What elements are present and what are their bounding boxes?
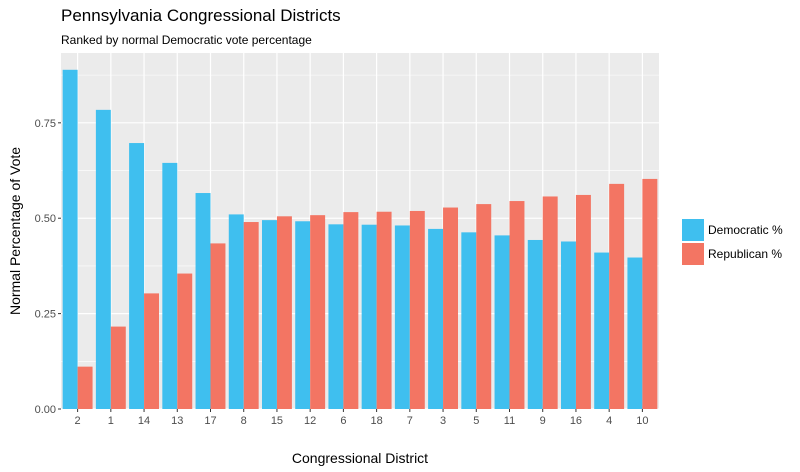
bar-democratic-district-3 — [428, 228, 444, 409]
bar-republican-district-2 — [77, 366, 93, 409]
x-tick-label: 2 — [75, 415, 81, 427]
y-axis: 0.00 0.25 0.50 0.75 — [35, 118, 61, 416]
grid-minor — [61, 74, 659, 362]
x-tick-label: 13 — [171, 415, 183, 427]
bar-republican-district-9 — [542, 196, 558, 409]
bar-republican-district-13 — [177, 273, 193, 409]
bar-democratic-district-16 — [560, 241, 576, 409]
x-tick-label: 18 — [370, 415, 382, 427]
y-tick-label: 0.00 — [35, 404, 56, 416]
bar-republican-district-15 — [276, 216, 292, 409]
bar-democratic-district-12 — [295, 221, 311, 409]
bar-democratic-district-14 — [129, 143, 145, 409]
x-tick-label: 6 — [340, 415, 346, 427]
x-tick-label: 8 — [241, 415, 247, 427]
x-tick-label: 12 — [304, 415, 316, 427]
bar-republican-district-4 — [609, 183, 625, 409]
bar-democratic-district-15 — [261, 220, 277, 409]
plot-panel — [61, 53, 659, 409]
bar-democratic-district-13 — [162, 162, 178, 409]
bar-democratic-district-1 — [95, 109, 111, 410]
x-tick-label: 16 — [570, 415, 582, 427]
x-tick-label: 11 — [504, 415, 515, 427]
x-axis: 2 1 14 13 17 8 15 12 6 18 7 3 5 11 9 16 4 10 — [75, 409, 649, 427]
bar-republican-district-10 — [642, 178, 658, 409]
y-tick-label: 0.25 — [35, 309, 56, 321]
x-axis-title: Congressional District — [292, 450, 428, 466]
bar-democratic-district-6 — [328, 224, 344, 409]
bar-republican-district-12 — [310, 215, 326, 409]
bar-democratic-district-9 — [527, 239, 543, 409]
bar-republican-district-5 — [476, 204, 492, 409]
chart-title: Pennsylvania Congressional Districts — [61, 6, 341, 25]
bar-republican-district-18 — [376, 211, 392, 409]
legend-label: Republican % — [708, 247, 782, 261]
bar-republican-district-8 — [243, 222, 259, 409]
bar-republican-district-7 — [409, 210, 425, 409]
bar-republican-district-11 — [509, 201, 525, 409]
bar-republican-district-16 — [575, 194, 591, 409]
legend: Democratic % Republican % — [682, 219, 783, 265]
bar-democratic-district-18 — [361, 224, 377, 409]
x-tick-label: 17 — [204, 415, 216, 427]
x-tick-label: 9 — [540, 415, 546, 427]
x-tick-label: 5 — [473, 415, 479, 427]
legend-key-republican — [682, 243, 704, 265]
bar-democratic-district-4 — [594, 252, 610, 409]
x-tick-label: 10 — [636, 415, 648, 427]
y-axis-title: Normal Percentage of Vote — [7, 147, 23, 315]
bar-republican-district-6 — [343, 212, 359, 409]
bar-democratic-district-7 — [394, 225, 410, 409]
legend-key-democratic — [682, 219, 704, 241]
x-tick-label: 7 — [407, 415, 413, 427]
bar-republican-district-1 — [110, 326, 126, 409]
x-tick-label: 3 — [440, 415, 446, 427]
x-tick-label: 1 — [108, 415, 114, 427]
bar-democratic-district-11 — [494, 235, 510, 409]
x-tick-label: 15 — [271, 415, 283, 427]
x-tick-label: 4 — [606, 415, 612, 427]
legend-label: Democratic % — [708, 223, 783, 237]
chart-subtitle: Ranked by normal Democratic vote percent… — [61, 33, 312, 47]
bar-democratic-district-17 — [195, 193, 211, 409]
bar-republican-district-14 — [144, 293, 160, 409]
bar-republican-district-3 — [443, 207, 459, 409]
x-tick-label: 14 — [138, 415, 150, 427]
bar-democratic-district-8 — [228, 214, 244, 409]
bar-democratic-district-2 — [62, 69, 78, 410]
bar-republican-district-17 — [210, 243, 226, 409]
y-tick-label: 0.50 — [35, 213, 56, 225]
bar-democratic-district-10 — [627, 257, 643, 409]
y-tick-label: 0.75 — [35, 118, 56, 130]
bars — [62, 69, 658, 410]
bar-democratic-district-5 — [461, 232, 477, 409]
